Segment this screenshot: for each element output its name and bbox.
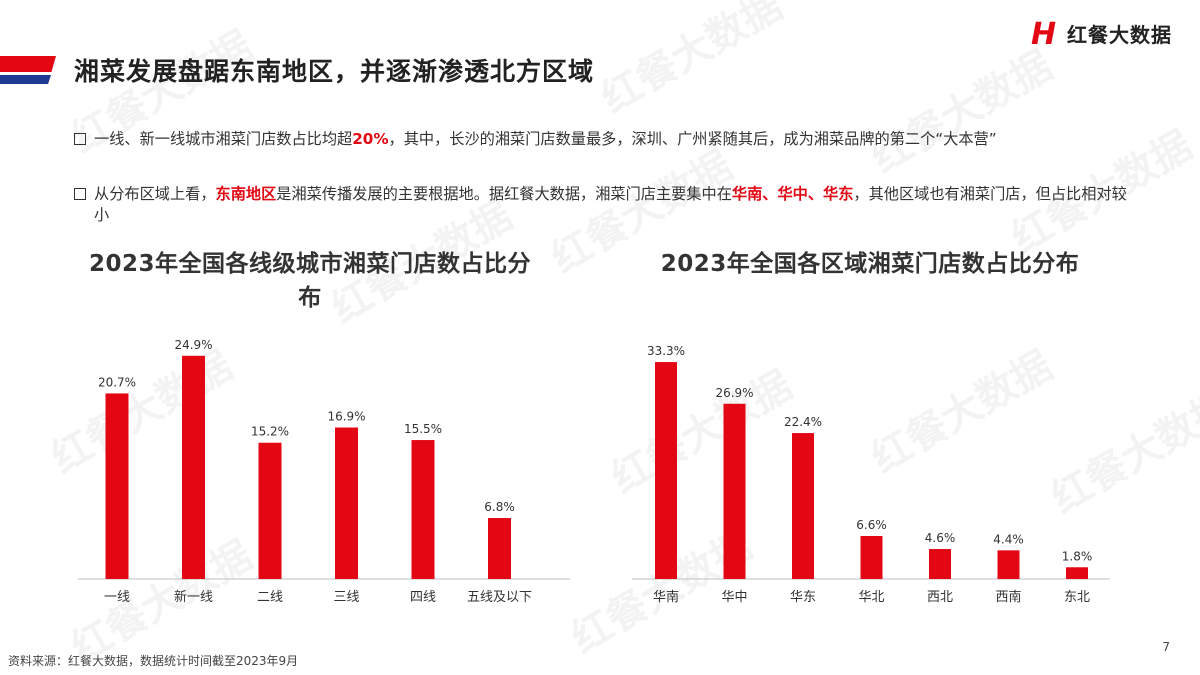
x-tick-label: 西北 [927,590,953,605]
bar-chart-region: 33.3% 华南 26.9% 华中 22.4% 华东 6.6% 华北 4.6% 西北 4.4% 西南 1… [632,344,1110,605]
svg-text:H: H [1031,18,1056,48]
bar-value-label: 24.9% [174,338,212,352]
bar [258,442,282,579]
bullet-point-2: 从分布区域上看，东南地区是湘菜传播发展的主要根据地。据红餐大数据，湘菜门店主要集… [74,184,1134,226]
bullet-text: 从分布区域上看， [94,185,216,203]
bullet-highlight: 华南、华中、华东 [731,185,854,203]
bar [792,433,814,579]
bullet-point-1: 一线、新一线城市湘菜门店数占比均超20%，其中，长沙的湘菜门店数量最多，深圳、广… [74,129,1134,150]
bar [929,549,951,579]
bar-value-label: 16.9% [327,410,365,424]
x-tick-label: 华北 [858,590,884,605]
watermark: 红餐大数据 [859,34,1061,184]
bar-value-label: 6.8% [484,500,515,514]
brand-h-icon: H [1031,18,1056,48]
chart-title-city-tier: 2023年全国各线级城市湘菜门店数占比分布 [88,251,531,311]
page-number: 7 [1162,640,1170,654]
bar [1066,567,1088,579]
bar [182,355,205,579]
bar-value-label: 33.3% [647,344,685,358]
x-tick-label: 五线及以下 [467,590,532,605]
x-tick-label: 华南 [653,589,679,605]
data-source-note: 资料来源：红餐大数据，数据统计时间截至2023年9月 [8,654,299,668]
bullet-text: ，其他区域也有湘菜门店，但占比相对较小 [94,185,1127,224]
bar-chart-city-tier: 20.7% 一线 24.9% 新一线 15.2% 二线 16.9% 三线 15.5% 四线 6.8%… [78,338,570,605]
watermark: 红餐大数据 [589,0,791,124]
x-tick-label: 一线 [104,590,130,605]
brand-logo: H 红餐大数据 [1029,18,1172,48]
bar [488,518,511,579]
bar-value-label: 4.6% [925,531,956,545]
x-tick-label: 华中 [721,590,747,605]
x-tick-label: 西南 [995,589,1021,605]
bar [105,393,129,579]
bullet-highlight: 20% [352,130,389,148]
bar-value-label: 15.2% [251,425,289,439]
brand-name: 红餐大数据 [1067,22,1172,47]
chart-title-region: 2023年全国各区域湘菜门店数占比分布 [660,251,1080,277]
bar [335,427,358,579]
bullet-text: 一线、新一线城市湘菜门店数占比均超 [94,130,353,148]
bar [860,536,883,579]
bar-value-label: 4.4% [993,532,1024,546]
bar-value-label: 15.5% [404,422,442,436]
bar-value-label: 26.9% [715,386,753,400]
bar [655,362,677,579]
bar-value-label: 22.4% [784,415,822,429]
x-tick-label: 二线 [257,590,283,605]
bar [411,440,435,579]
x-tick-label: 华东 [790,590,816,605]
x-tick-label: 新一线 [174,589,213,605]
checkbox-square-icon [74,133,86,145]
checkbox-square-icon [74,188,86,200]
bullet-text: ，其中，长沙的湘菜门店数量最多，深圳、广州紧随其后，成为湘菜品牌的第二个“大本营… [388,130,997,148]
page-title: 湘菜发展盘踞东南地区，并逐渐渗透北方区域 [74,57,595,86]
bar-value-label: 6.6% [856,518,887,532]
bar [997,550,1020,579]
x-tick-label: 四线 [410,590,436,605]
x-tick-label: 三线 [333,590,359,605]
title-decoration [0,56,56,84]
bar-value-label: 20.7% [98,375,136,389]
x-tick-label: 东北 [1064,590,1090,605]
bullet-highlight: 东南地区 [215,185,277,203]
bar [723,403,746,579]
bar-value-label: 1.8% [1062,549,1093,563]
bullet-text: 是湘菜传播发展的主要根据地。据红餐大数据，湘菜门店主要集中在 [276,185,732,203]
